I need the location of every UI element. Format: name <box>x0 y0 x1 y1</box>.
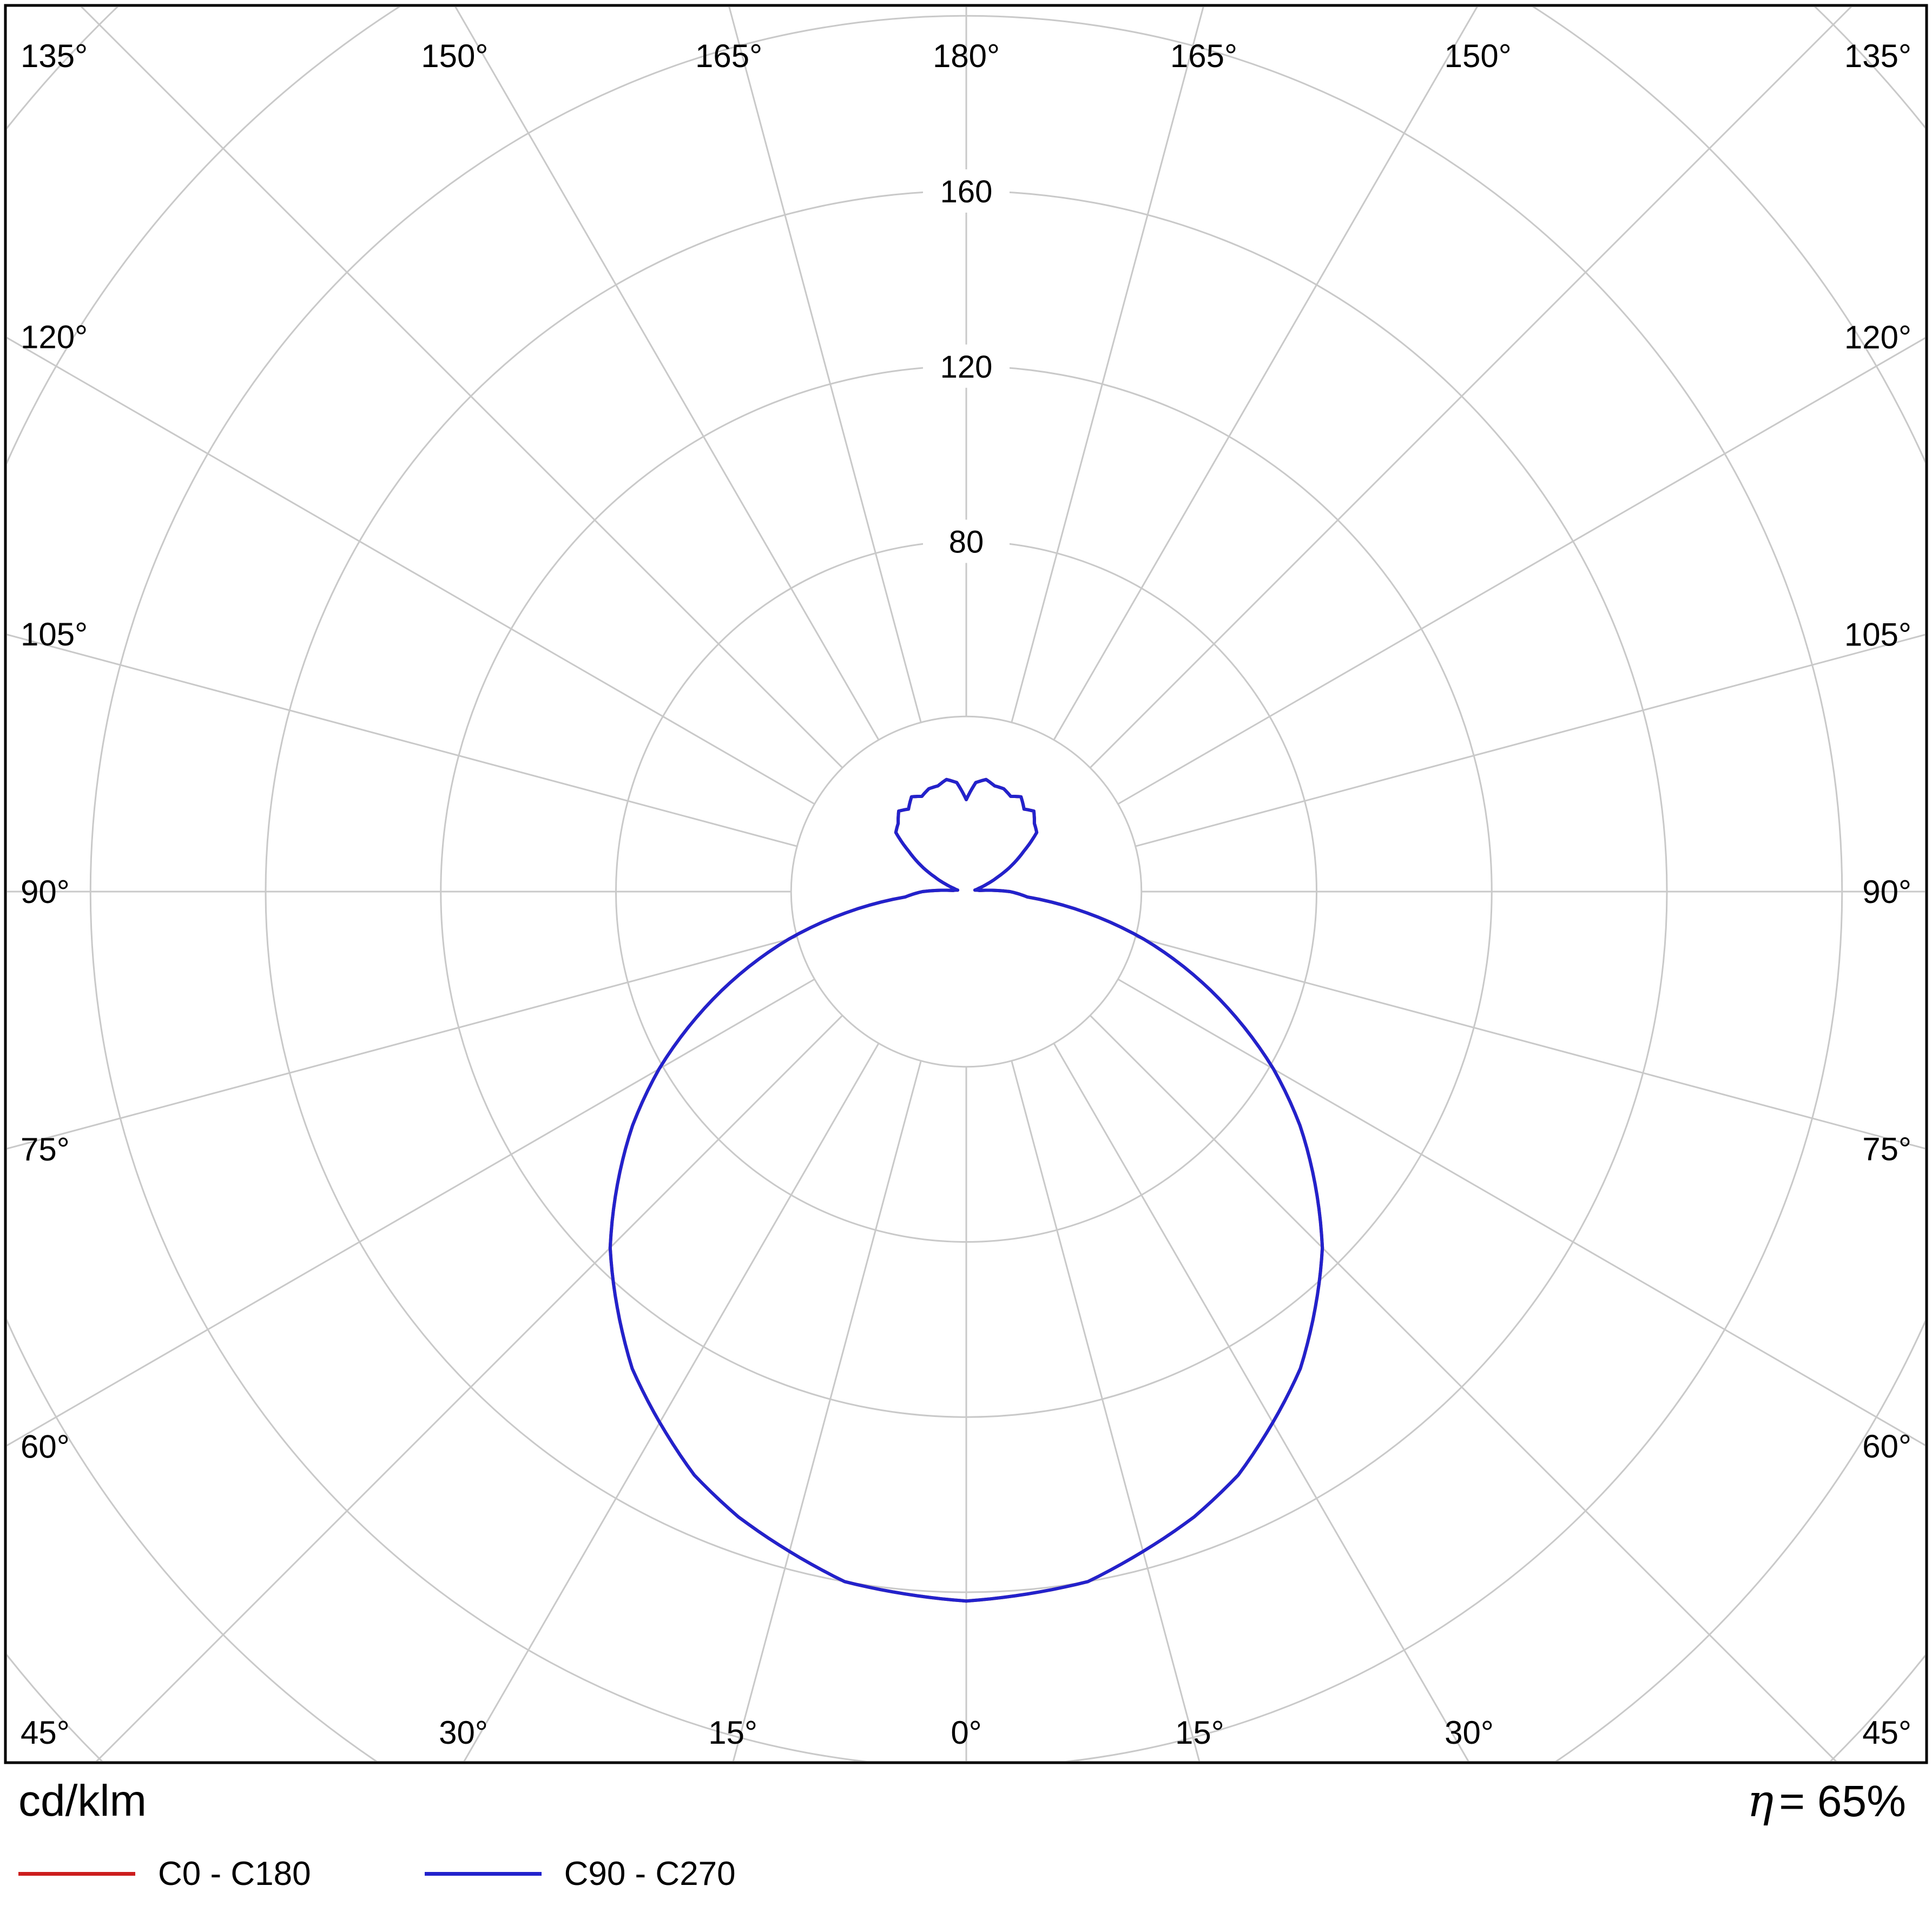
angle-label: 165° <box>1170 38 1237 74</box>
angle-label: 180° <box>933 38 1000 74</box>
legend-item-c0-c180: C0 - C180 <box>18 1855 311 1893</box>
angle-label: 135° <box>1844 38 1911 74</box>
legend-swatch-c0-c180 <box>18 1872 135 1876</box>
angle-labels: 0° 15° 15° 30° 30° 45° 45° 60° 60° 75° 75° 90° 90° 10… <box>21 38 1911 1751</box>
angle-label: 0° <box>951 1715 981 1751</box>
angle-label: 90° <box>1862 874 1911 910</box>
angle-label: 15° <box>708 1715 757 1751</box>
angle-label: 150° <box>1445 38 1512 74</box>
angle-label: 75° <box>21 1131 70 1168</box>
radial-tick-label: 120 <box>940 350 993 385</box>
angle-label: 120° <box>1844 319 1911 355</box>
angle-spoke <box>80 7 843 769</box>
radial-tick-label: 80 <box>949 525 984 560</box>
angle-spoke <box>732 1060 922 1761</box>
angle-spoke <box>1011 1060 1201 1761</box>
legend-item-c90-c270: C90 - C270 <box>424 1855 736 1893</box>
angle-spoke <box>728 7 922 723</box>
angle-label: 60° <box>1862 1428 1911 1465</box>
angle-label: 120° <box>21 319 88 355</box>
angle-label: 105° <box>21 616 88 652</box>
angle-spoke <box>1011 7 1204 723</box>
legend: C0 - C180 C90 - C270 <box>18 1855 736 1893</box>
legend-label-c90-c270: C90 - C270 <box>564 1855 736 1893</box>
curve-c90-c270 <box>608 777 1324 1603</box>
angle-label: 105° <box>1844 616 1911 652</box>
angle-label: 75° <box>1862 1131 1911 1168</box>
curves <box>608 777 1324 1603</box>
angle-spoke <box>95 1014 843 1761</box>
tick-label-bg <box>923 519 1010 563</box>
angle-label: 30° <box>439 1715 488 1751</box>
angle-spoke <box>1089 7 1852 769</box>
angle-label: 165° <box>695 38 762 74</box>
angle-spoke <box>1089 1014 1837 1761</box>
angle-label: 45° <box>1862 1715 1911 1751</box>
angle-spoke <box>1135 936 1925 1150</box>
angle-label: 60° <box>21 1428 70 1465</box>
angle-spoke <box>7 337 815 805</box>
eta-symbol: η <box>1747 1776 1774 1827</box>
plot-border <box>4 4 1928 1764</box>
angle-label: 30° <box>1445 1715 1494 1751</box>
efficiency-readout: η = 65% <box>1747 1776 1906 1827</box>
radial-tick-label: 160 <box>940 174 993 209</box>
radial-gridline <box>790 715 1143 1068</box>
angle-label: 45° <box>21 1715 70 1751</box>
tick-label-bg <box>923 169 1010 213</box>
tick-label-bg <box>923 344 1010 388</box>
angle-spoke <box>7 978 815 1447</box>
angle-spoke <box>1053 7 1478 741</box>
angle-spoke <box>1117 337 1925 805</box>
legend-swatch-c90-c270 <box>424 1872 542 1876</box>
angle-spoke <box>1135 634 1925 847</box>
angle-label: 135° <box>21 38 88 74</box>
angle-label: 15° <box>1175 1715 1224 1751</box>
units-label: cd/klm <box>18 1776 147 1825</box>
radial-tick-labels: 80 120 160 <box>923 169 1010 563</box>
angle-spoke <box>1053 1043 1469 1761</box>
angle-spoke <box>7 634 797 847</box>
legend-label-c0-c180: C0 - C180 <box>158 1855 311 1893</box>
angle-label: 90° <box>21 874 70 910</box>
angle-spoke <box>1117 978 1925 1446</box>
angle-spoke <box>7 936 797 1150</box>
angle-label: 150° <box>421 38 488 74</box>
angle-spoke <box>463 1043 880 1761</box>
eta-value: = 65% <box>1779 1777 1906 1826</box>
angle-spoke <box>454 7 880 741</box>
